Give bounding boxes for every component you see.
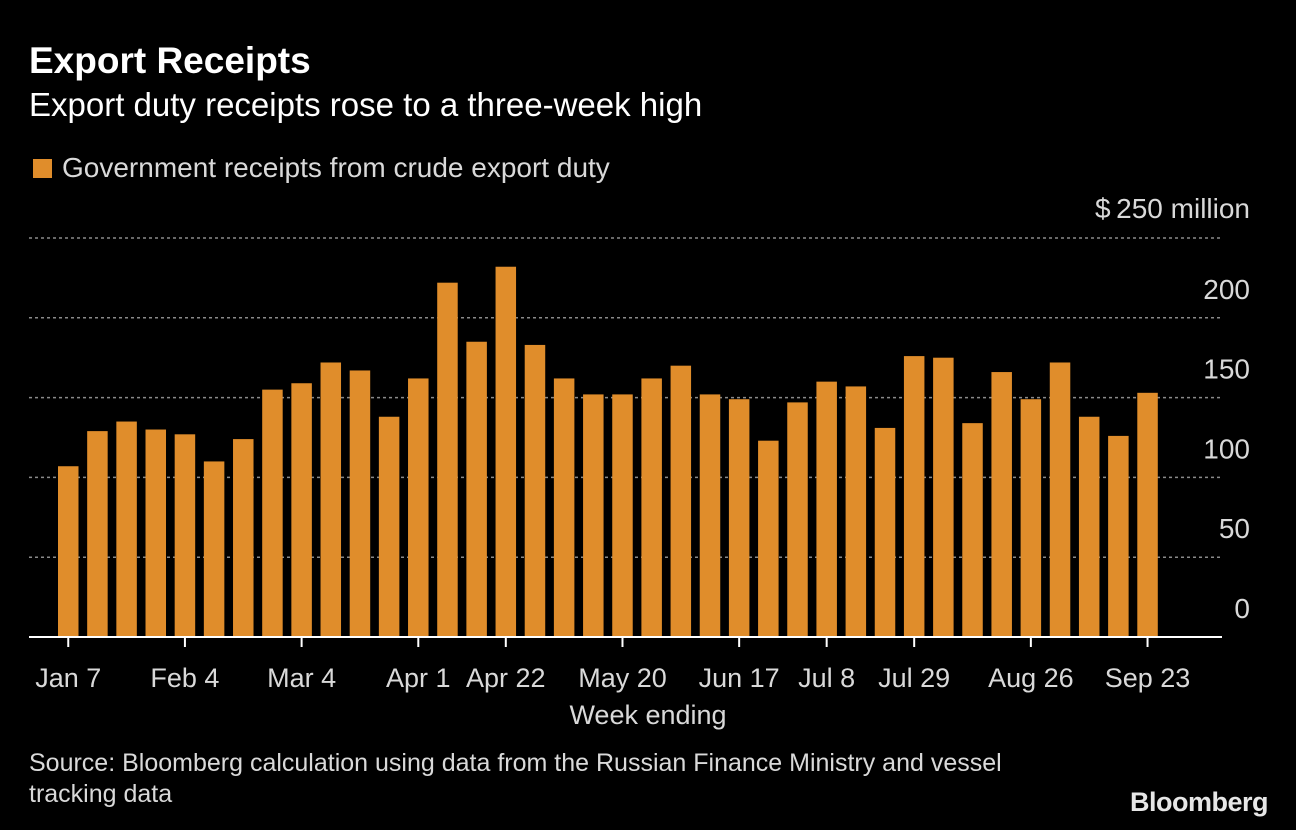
y-tick-label-50: 50 <box>1219 513 1250 544</box>
y-tick-label-200: 200 <box>1203 274 1250 305</box>
legend-swatch <box>33 158 52 178</box>
bar-jul-29 <box>903 356 925 637</box>
x-tick-label-may-20: May 20 <box>578 663 667 693</box>
bar-feb-25 <box>262 389 283 637</box>
bar-apr-1 <box>408 378 429 637</box>
legend-label: Government receipts from crude export du… <box>62 152 610 183</box>
bar-aug-26 <box>1020 399 1042 637</box>
chart-title: Export Receipts <box>29 40 311 81</box>
bar-jun-24 <box>758 440 779 637</box>
bar-may-13 <box>583 394 604 637</box>
x-tick-label-feb-4: Feb 4 <box>150 663 219 693</box>
source-note: Source: Bloomberg calculation using data… <box>29 749 1002 808</box>
x-axis <box>29 636 1222 647</box>
bar-jan-21 <box>116 421 137 637</box>
x-tick-label-jul-8: Jul 8 <box>798 663 855 693</box>
y-tick-label-100: 100 <box>1203 433 1250 464</box>
bar-jul-15 <box>845 386 867 637</box>
y-tick-labels: 0 50 100 150 200 <box>1203 274 1250 624</box>
x-tick-label-apr-22: Apr 22 <box>466 663 546 693</box>
x-tick-label-aug-26: Aug 26 <box>988 663 1074 693</box>
x-tick-label-apr-1: Apr 1 <box>386 663 451 693</box>
bar-jan-7 <box>58 466 79 637</box>
x-tick-label-sep-23: Sep 23 <box>1105 663 1191 693</box>
bar-jun-3 <box>670 365 692 637</box>
bar-apr-15 <box>466 341 487 637</box>
x-axis-title: Week ending <box>569 700 727 730</box>
x-tick-label-mar-4: Mar 4 <box>267 663 336 693</box>
bar-feb-11 <box>203 461 225 637</box>
x-tick-label-jan-7: Jan 7 <box>35 663 101 693</box>
bloomberg-logo: Bloomberg <box>1129 787 1269 817</box>
bar-sep-9 <box>1078 416 1100 637</box>
bar-may-27 <box>641 378 662 637</box>
bar-may-20 <box>612 394 633 637</box>
bar-aug-12 <box>962 423 983 637</box>
bar-jan-14 <box>87 431 108 637</box>
x-tick-label-jun-17: Jun 17 <box>699 663 780 693</box>
chart-legend: Government receipts from crude export du… <box>33 152 610 184</box>
bar-mar-25 <box>378 416 400 637</box>
bar-jun-17 <box>728 399 750 637</box>
x-tick-label-jul-29: Jul 29 <box>878 663 950 693</box>
bar-jun-10 <box>699 394 721 637</box>
bar-apr-29 <box>524 344 546 637</box>
bar-feb-18 <box>233 439 254 637</box>
bar-jul-8 <box>816 381 837 637</box>
y-tick-label-150: 150 <box>1203 354 1250 385</box>
bar-aug-5 <box>933 357 954 637</box>
bar-mar-18 <box>349 370 371 637</box>
bar-feb-4 <box>174 434 196 637</box>
bar-mar-4 <box>291 383 312 637</box>
bar-aug-19 <box>991 372 1012 637</box>
bar-sep-2 <box>1049 362 1071 637</box>
bar-sep-16 <box>1108 435 1129 637</box>
bar-jul-1 <box>787 402 808 637</box>
y-tick-label-0: 0 <box>1234 593 1250 624</box>
x-tick-labels: Jan 7 Feb 4 Mar 4 Apr 1 Apr 22 May 20 Jun 17 Ju… <box>35 663 1190 693</box>
chart-subtitle: Export duty receipts rose to a three-wee… <box>29 86 703 123</box>
y-unit-label: $ 250 million <box>1095 193 1250 224</box>
bar-mar-11 <box>320 362 342 637</box>
bar-apr-8 <box>437 282 458 637</box>
bar-sep-23 <box>1137 392 1158 637</box>
bar-apr-22 <box>495 266 517 637</box>
bar-jan-28 <box>145 429 167 637</box>
bars <box>58 266 1158 637</box>
bar-may-6 <box>553 378 575 637</box>
bar-jul-22 <box>874 427 896 637</box>
